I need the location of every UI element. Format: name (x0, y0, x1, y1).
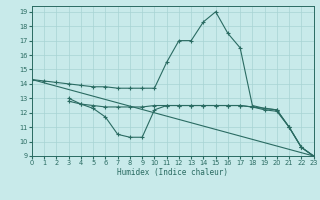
X-axis label: Humidex (Indice chaleur): Humidex (Indice chaleur) (117, 168, 228, 177)
